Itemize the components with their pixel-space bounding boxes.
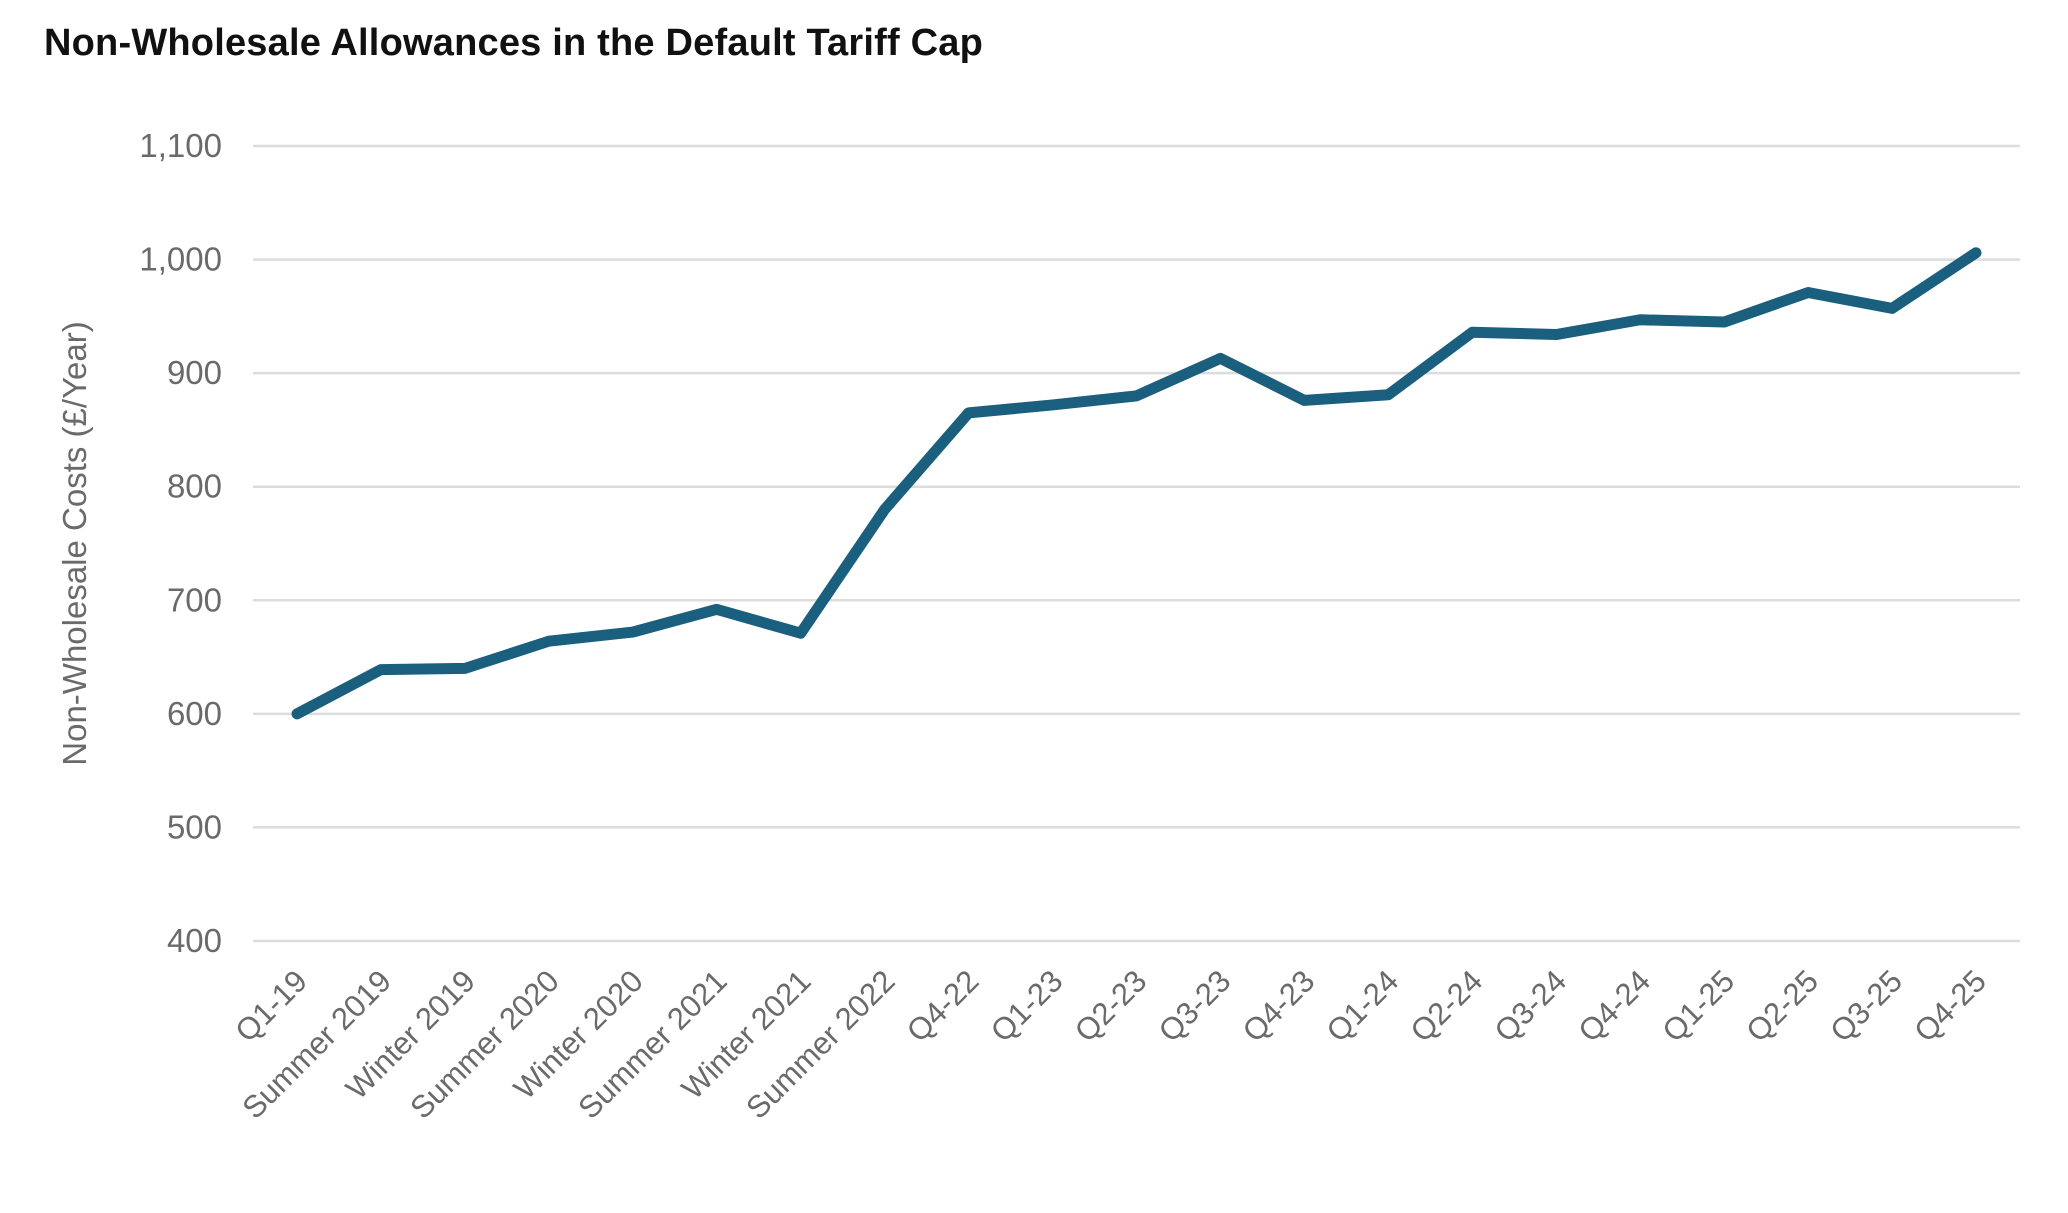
y-tick-label: 700 — [167, 581, 222, 618]
y-tick-label: 1,000 — [139, 241, 222, 278]
y-tick-label: 1,100 — [139, 127, 222, 164]
x-tick-label: Q1-23 — [984, 963, 1070, 1049]
x-tick-label: Q3-23 — [1152, 963, 1238, 1049]
y-tick-label: 400 — [167, 922, 222, 959]
y-tick-label: 600 — [167, 695, 222, 732]
x-tick-label: Q1-24 — [1320, 963, 1406, 1049]
y-tick-label: 500 — [167, 808, 222, 845]
x-tick-label: Q2-24 — [1404, 963, 1490, 1049]
x-tick-label: Q1-25 — [1655, 963, 1741, 1049]
x-tick-label: Q2-23 — [1068, 963, 1154, 1049]
x-tick-label: Q2-25 — [1739, 963, 1825, 1049]
y-axis-title: Non-Wholesale Costs (£/Year) — [56, 321, 93, 765]
chart-title: Non-Wholesale Allowances in the Default … — [44, 22, 983, 64]
y-tick-label: 900 — [167, 354, 222, 391]
x-tick-label: Q4-23 — [1236, 963, 1322, 1049]
x-tick-label: Q4-25 — [1907, 963, 1993, 1049]
x-tick-label: Summer 2020 — [403, 963, 565, 1125]
x-tick-label: Summer 2022 — [739, 963, 901, 1125]
x-tick-label: Summer 2021 — [571, 963, 733, 1125]
x-tick-label: Q4-24 — [1571, 963, 1657, 1049]
x-tick-label: Summer 2019 — [235, 963, 397, 1125]
x-tick-label: Q4-22 — [900, 963, 986, 1049]
y-tick-label: 800 — [167, 468, 222, 505]
x-tick-label: Q3-24 — [1488, 963, 1574, 1049]
data-line-non-wholesale-allowance — [291, 247, 1982, 720]
x-tick-label: Q3-25 — [1823, 963, 1909, 1049]
